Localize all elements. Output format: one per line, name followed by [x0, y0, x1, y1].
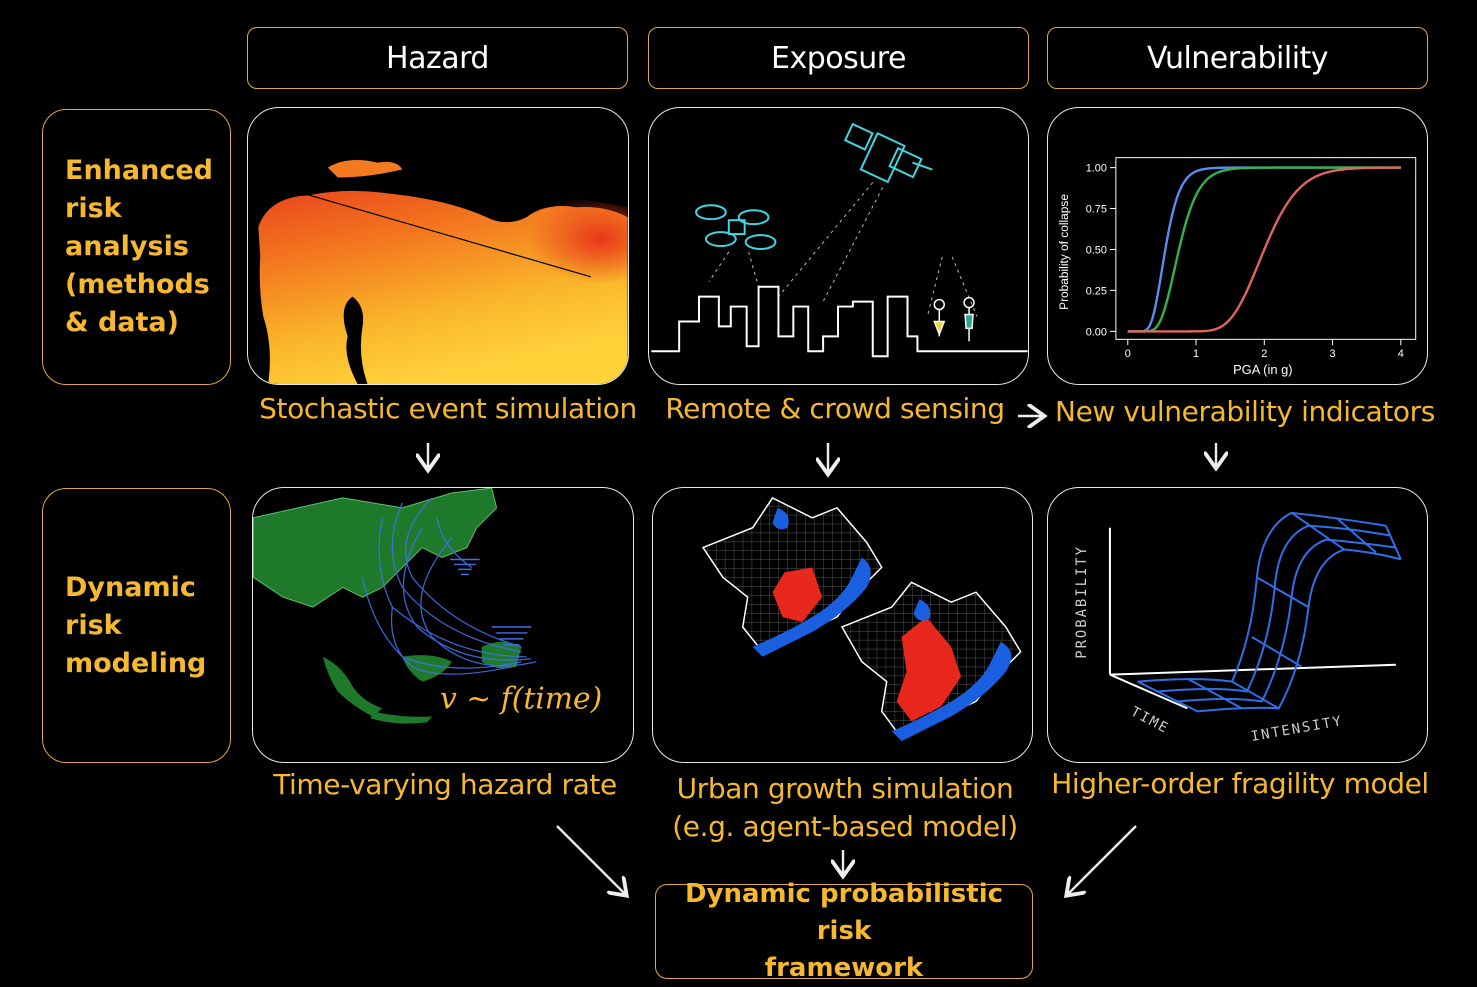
panel-hazard-map	[247, 107, 629, 385]
row-label-enhanced-text: Enhanced risk analysis (methods & data)	[65, 155, 213, 338]
fragility-ylabel: Probability of collapse	[1057, 194, 1071, 310]
x-tick-label: 1	[1193, 348, 1199, 360]
surface-ylabel: PROBABILITY	[1074, 545, 1090, 659]
y-tick-label: 0.50	[1086, 244, 1107, 256]
y-tick-label: 0.00	[1086, 326, 1107, 338]
header-vulnerability-label: Vulnerability	[1146, 40, 1329, 76]
header-hazard: Hazard	[247, 27, 628, 89]
caption-urban-line1: Urban growth simulation	[676, 772, 1014, 805]
surface-xlabel-time: TIME	[1128, 704, 1172, 738]
fragility-curve-chart: 0.00 0.25 0.50 0.75 1.00 0 1 2 3 4 Probability o…	[1057, 157, 1417, 377]
hazard-heatmap-graphic	[248, 160, 628, 384]
surface-xlabel-intensity: INTENSITY	[1250, 713, 1344, 745]
row-label-dynamic-text: Dynamic risk modeling	[65, 571, 207, 679]
header-vulnerability: Vulnerability	[1047, 27, 1428, 89]
fragility-surface-graphic: PROBABILITY TIME INTENSITY	[1074, 511, 1402, 745]
header-exposure: Exposure	[648, 27, 1029, 89]
row-label-enhanced: Enhanced risk analysis (methods & data)	[42, 109, 231, 385]
arrow-fragility-diag	[1068, 825, 1137, 894]
header-exposure-label: Exposure	[771, 40, 906, 76]
y-tick-label: 1.00	[1086, 163, 1107, 175]
cyclone-icon	[449, 558, 532, 646]
people-icon	[933, 296, 975, 342]
final-framework-line1: Dynamic probabilistic risk	[684, 879, 1004, 946]
row-label-dynamic: Dynamic risk modeling	[42, 488, 231, 763]
panel-fragility-surface: PROBABILITY TIME INTENSITY	[1047, 487, 1428, 763]
caption-urban-line2: (e.g. agent-based model)	[672, 810, 1018, 843]
caption-fragility: Higher-order fragility model	[1051, 767, 1429, 800]
cyclone-tracks-graphic: v ~ f(time)	[253, 488, 602, 724]
caption-stochastic: Stochastic event simulation	[259, 392, 637, 425]
panel-exposure-sensing	[648, 107, 1029, 385]
caption-remote: Remote & crowd sensing	[665, 392, 1005, 425]
satellite-icon	[843, 122, 933, 184]
y-tick-label: 0.75	[1086, 203, 1107, 215]
header-hazard-label: Hazard	[386, 40, 489, 76]
drone-icon	[695, 204, 777, 250]
fragility-xlabel: PGA (in g)	[1233, 362, 1292, 377]
caption-time-varying: Time-varying hazard rate	[273, 768, 617, 801]
y-tick-label: 0.25	[1086, 285, 1107, 297]
x-tick-label: 4	[1398, 348, 1404, 360]
final-framework-box: Dynamic probabilistic risk framework	[655, 879, 1033, 983]
panel-hazard-tracks: v ~ f(time)	[252, 487, 634, 763]
caption-vuln-indicators: New vulnerability indicators	[1055, 395, 1435, 428]
x-tick-label: 3	[1330, 348, 1336, 360]
urban-maps-graphic	[701, 496, 1022, 742]
panel-fragility-curves: 0.00 0.25 0.50 0.75 1.00 0 1 2 3 4 Probability o…	[1047, 107, 1428, 385]
urban-map-after	[840, 581, 1022, 742]
formula-label: v ~ f(time)	[440, 681, 602, 716]
urban-map-before	[701, 496, 883, 657]
final-framework-line2: framework	[764, 953, 924, 983]
exposure-sketch-graphic	[651, 122, 1028, 358]
fragility-series-line	[1127, 166, 1401, 333]
x-tick-label: 2	[1261, 348, 1267, 360]
arrow-hazard-diag	[556, 825, 625, 894]
x-tick-label: 0	[1125, 348, 1131, 360]
panel-urban-growth	[652, 487, 1033, 763]
